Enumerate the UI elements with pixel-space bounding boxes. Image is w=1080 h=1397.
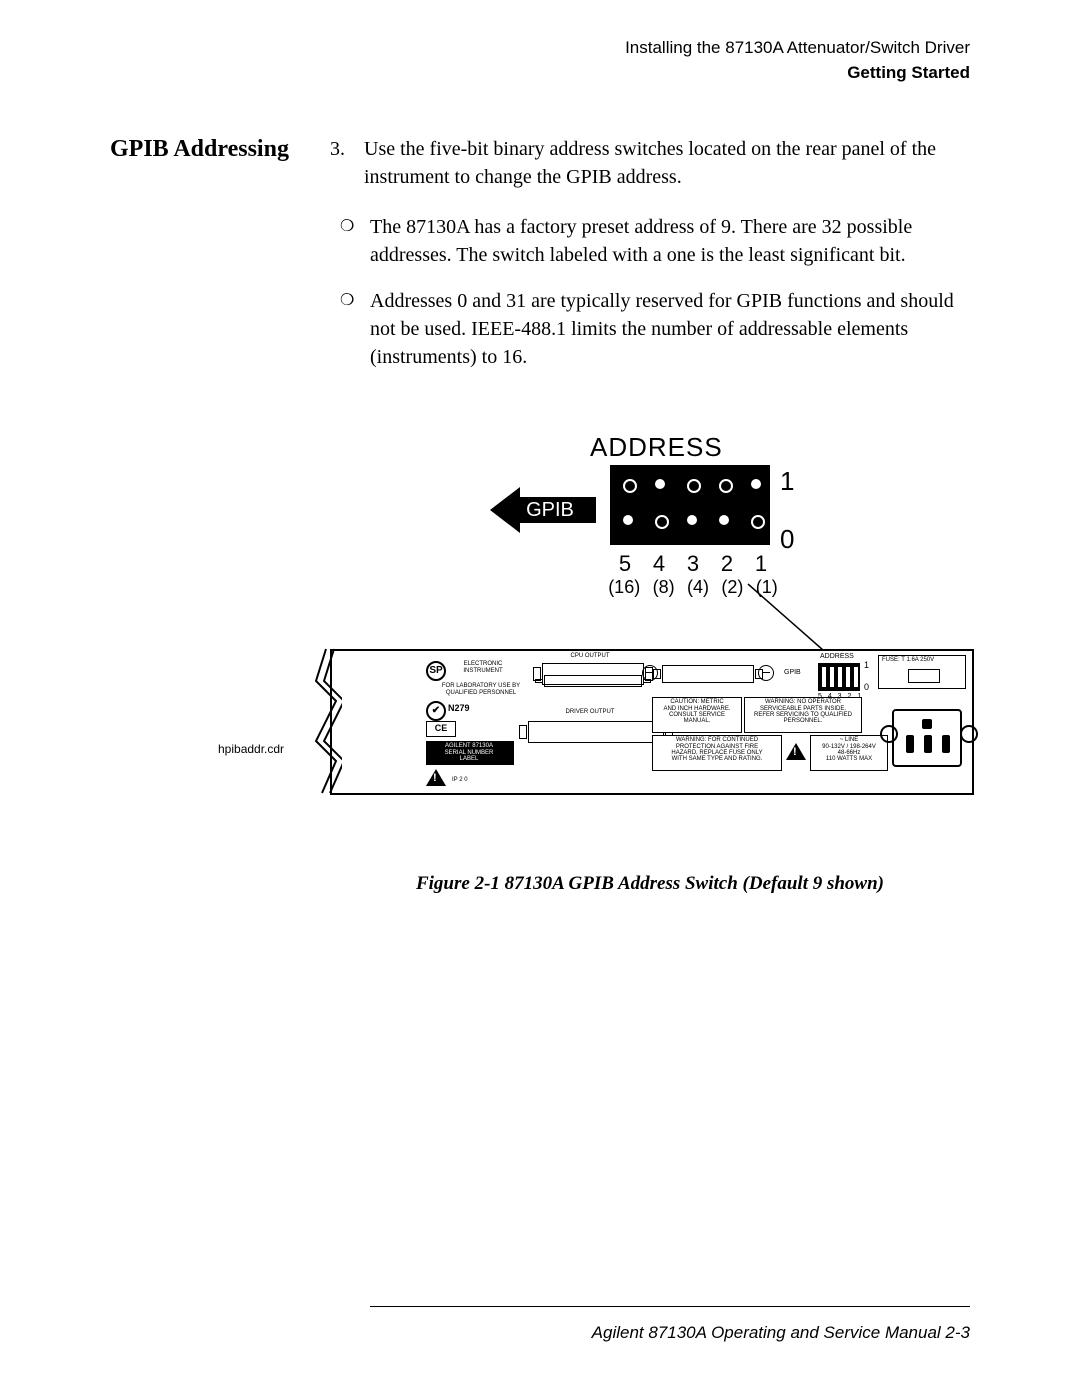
panel-0-label: 0 [864,683,869,692]
driver-output-label: DRIVER OUTPUT [530,709,650,715]
step-3: 3. Use the five-bit binary address switc… [330,135,970,191]
warning-box-1: WARNING: NO OPERATORSERVICEABLE PARTS IN… [748,699,858,724]
bullet-icon: ❍ [340,213,370,269]
ip20-label: IP 2 0 [452,777,468,783]
power-ring-icon [960,725,978,743]
csa-mark-icon: SP [426,661,446,681]
power-inlet-icon [892,709,962,767]
header-line-2: Getting Started [110,61,970,86]
bullet-text: Addresses 0 and 31 are typically reserve… [370,287,970,371]
warning-triangle-icon [426,769,446,786]
bullet-text: The 87130A has a factory preset address … [370,213,970,269]
rear-panel: SP ELECTRONICINSTRUMENT FOR LABORATORY U… [330,649,974,795]
bullet-item: ❍ Addresses 0 and 31 are typically reser… [340,287,970,371]
warning-triangle-icon [786,743,806,760]
footer-text: Agilent 87130A Operating and Service Man… [592,1323,970,1343]
step-text: Use the five-bit binary address switches… [364,135,970,191]
lab-use-label: FOR LABORATORY USE BYQUALIFIED PERSONNEL [426,683,536,696]
bullet-list: ❍ The 87130A has a factory preset addres… [340,213,970,371]
content-row: GPIB Addressing 3. Use the five-bit bina… [110,135,970,898]
page: Installing the 87130A Attenuator/Switch … [0,0,1080,1397]
body-column: 3. Use the five-bit binary address switc… [330,135,970,898]
header-line-1: Installing the 87130A Attenuator/Switch … [110,36,970,61]
cutoff-zigzag-icon [312,641,342,801]
fuse-icon [908,669,940,683]
figure-caption: Figure 2-1 87130A GPIB Address Switch (D… [330,871,970,898]
cpu-output-port [544,675,642,687]
bullet-icon: ❍ [340,287,370,371]
panel-address-label: ADDRESS [820,653,854,660]
cpu-output-label: CPU OUTPUT [530,653,650,659]
electronic-instrument-label: ELECTRONICINSTRUMENT [448,661,518,674]
step-number: 3. [330,135,364,191]
bullet-item: ❍ The 87130A has a factory preset addres… [340,213,970,269]
footer-rule [370,1306,970,1307]
gpib-connector [662,665,754,683]
gpib-mini-label: GPIB [784,669,801,676]
side-heading: GPIB Addressing [110,135,330,898]
source-file-label: hpibaddr.cdr [218,742,284,756]
csa-icon: ✔ [426,701,446,721]
line-voltage-box: ~ LINE90-132V / 198-264V48-66Hz110 WATTS… [814,737,884,762]
warning-box-2: WARNING: FOR CONTINUEDPROTECTION AGAINST… [656,737,778,762]
page-header: Installing the 87130A Attenuator/Switch … [110,36,970,85]
fuse-label: FUSE: T 1.6A 250V [882,657,934,663]
screw-icon [758,665,774,681]
n279-label: N279 [448,703,470,713]
panel-1-label: 1 [864,661,869,670]
model-serial-label: AGILENT 87130ASERIAL NUMBERLABEL [428,743,510,762]
figure-2-1: ADDRESS GPIB [330,429,970,898]
figure-drawing: ADDRESS GPIB [330,429,970,829]
driver-output-connector [528,721,664,743]
panel-address-dip [818,663,860,691]
ce-mark-icon: CE [426,721,456,737]
caution-box: CAUTION: METRICAND INCH HARDWARE.CONSULT… [656,699,738,724]
